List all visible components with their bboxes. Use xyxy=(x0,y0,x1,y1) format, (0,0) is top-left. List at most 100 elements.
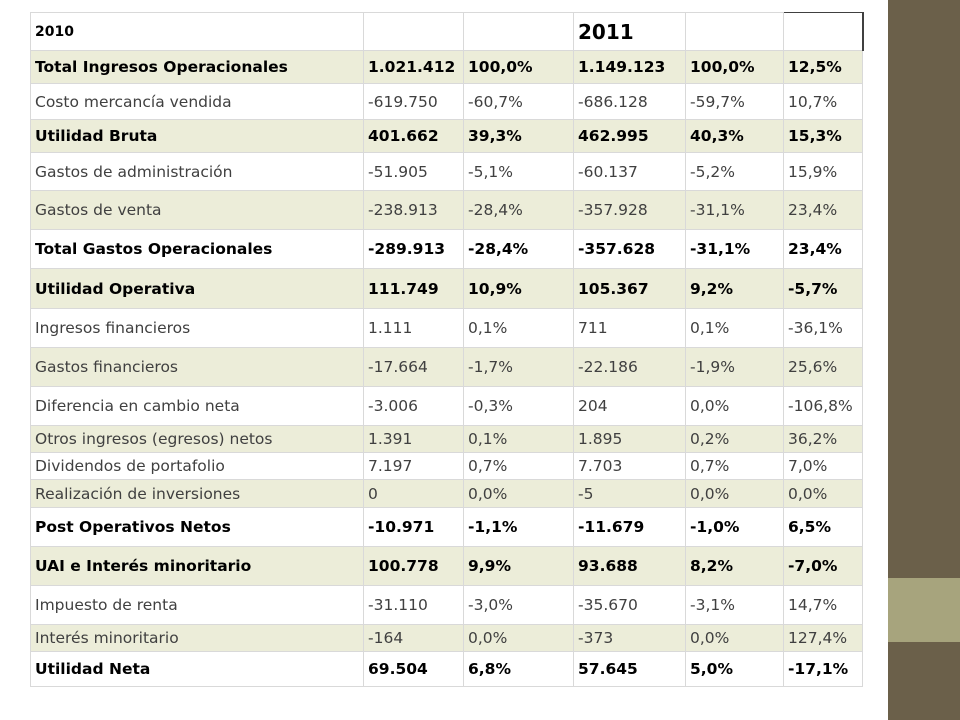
row-label-cell: Utilidad Bruta xyxy=(30,119,364,153)
percent-2011-cell: 0,0% xyxy=(685,479,784,508)
percent-2010-cell: -60,7% xyxy=(463,83,574,120)
percent-2010-cell: 6,8% xyxy=(463,651,574,687)
percent-2011-cell: -3,1% xyxy=(685,585,784,625)
value-2010-cell: -17.664 xyxy=(363,347,464,387)
value-2011-cell: 93.688 xyxy=(573,546,686,586)
variation-cell: 36,2% xyxy=(783,425,863,453)
variation-cell: 15,3% xyxy=(783,119,863,153)
value-2011-cell: 1.149.123 xyxy=(573,50,686,84)
empty-header-cell xyxy=(783,12,864,51)
value-2011-cell: 7.703 xyxy=(573,452,686,480)
variation-cell: 14,7% xyxy=(783,585,863,625)
value-2011-cell: 57.645 xyxy=(573,651,686,687)
income-statement-table: 2010 2011 Total Ingresos Operacionales 1.… xyxy=(30,12,864,687)
variation-cell: 25,6% xyxy=(783,347,863,387)
row-label-cell: Total Ingresos Operacionales xyxy=(30,50,364,84)
value-2011-cell: -357.628 xyxy=(573,229,686,269)
percent-2010-cell: -1,1% xyxy=(463,507,574,547)
value-2011-cell: 204 xyxy=(573,386,686,426)
percent-2010-cell: -28,4% xyxy=(463,190,574,230)
row-label-cell: Gastos financieros xyxy=(30,347,364,387)
table-row: Interés minoritario -164 0,0% -373 0,0% 127,4… xyxy=(30,624,863,652)
percent-2011-cell: 0,0% xyxy=(685,624,784,652)
empty-header-cell xyxy=(685,12,784,51)
row-label-cell: Ingresos financieros xyxy=(30,308,364,348)
percent-2011-cell: 8,2% xyxy=(685,546,784,586)
empty-header-cell xyxy=(463,12,574,51)
variation-cell: 6,5% xyxy=(783,507,863,547)
percent-2011-cell: -31,1% xyxy=(685,229,784,269)
value-2010-cell: -31.110 xyxy=(363,585,464,625)
table-row: Utilidad Neta 69.504 6,8% 57.645 5,0% -17,1% xyxy=(30,651,863,687)
table-row: Impuesto de renta -31.110 -3,0% -35.670 -3,1… xyxy=(30,585,863,625)
table-row: Utilidad Operativa 111.749 10,9% 105.367 9,2… xyxy=(30,268,863,309)
percent-2011-cell: 5,0% xyxy=(685,651,784,687)
value-2010-cell: 1.111 xyxy=(363,308,464,348)
value-2011-cell: 1.895 xyxy=(573,425,686,453)
variation-cell: 10,7% xyxy=(783,83,863,120)
percent-2011-cell: -5,2% xyxy=(685,152,784,191)
percent-2010-cell: 100,0% xyxy=(463,50,574,84)
variation-cell: -106,8% xyxy=(783,386,863,426)
row-label-cell: Gastos de administración xyxy=(30,152,364,191)
percent-2011-cell: 100,0% xyxy=(685,50,784,84)
percent-2011-cell: -31,1% xyxy=(685,190,784,230)
percent-2010-cell: 39,3% xyxy=(463,119,574,153)
value-2010-cell: -3.006 xyxy=(363,386,464,426)
variation-cell: 0,0% xyxy=(783,479,863,508)
row-label-cell: Costo mercancía vendida xyxy=(30,83,364,120)
value-2011-cell: 105.367 xyxy=(573,268,686,309)
variation-cell: 23,4% xyxy=(783,190,863,230)
table-row: UAI e Interés minoritario 100.778 9,9% 93.6… xyxy=(30,546,863,586)
value-2010-cell: -10.971 xyxy=(363,507,464,547)
percent-2010-cell: -5,1% xyxy=(463,152,574,191)
row-label-cell: Diferencia en cambio neta xyxy=(30,386,364,426)
row-label-cell: Utilidad Neta xyxy=(30,651,364,687)
table-row: Total Ingresos Operacionales 1.021.412 100… xyxy=(30,50,863,84)
year-2011-header: 2011 xyxy=(573,12,686,51)
header-row: 2010 2011 xyxy=(30,12,864,51)
row-label-cell: Utilidad Operativa xyxy=(30,268,364,309)
table-row: Gastos de venta -238.913 -28,4% -357.928 -31… xyxy=(30,190,863,230)
percent-2010-cell: 9,9% xyxy=(463,546,574,586)
variation-cell: 127,4% xyxy=(783,624,863,652)
value-2010-cell: 100.778 xyxy=(363,546,464,586)
table-row: Gastos financieros -17.664 -1,7% -22.186 -1,… xyxy=(30,347,863,387)
row-label-cell: Interés minoritario xyxy=(30,624,364,652)
value-2011-cell: -373 xyxy=(573,624,686,652)
row-label-cell: Post Operativos Netos xyxy=(30,507,364,547)
percent-2010-cell: 10,9% xyxy=(463,268,574,309)
year-2010-header: 2010 xyxy=(30,12,364,51)
variation-cell: -7,0% xyxy=(783,546,863,586)
percent-2011-cell: 0,2% xyxy=(685,425,784,453)
percent-2010-cell: -28,4% xyxy=(463,229,574,269)
variation-cell: 12,5% xyxy=(783,50,863,84)
percent-2011-cell: -1,0% xyxy=(685,507,784,547)
percent-2010-cell: 0,1% xyxy=(463,425,574,453)
table-row: Ingresos financieros 1.111 0,1% 711 0,1% -36,… xyxy=(30,308,863,348)
percent-2010-cell: -0,3% xyxy=(463,386,574,426)
sidebar-accent-block xyxy=(888,578,960,642)
value-2010-cell: 401.662 xyxy=(363,119,464,153)
variation-cell: 15,9% xyxy=(783,152,863,191)
table-row: Post Operativos Netos -10.971 -1,1% -11.679… xyxy=(30,507,863,547)
value-2011-cell: -60.137 xyxy=(573,152,686,191)
table-row: Gastos de administración -51.905 -5,1% -60.… xyxy=(30,152,863,191)
percent-2010-cell: 0,1% xyxy=(463,308,574,348)
table-row: Dividendos de portafolio 7.197 0,7% 7.703 0,… xyxy=(30,452,863,480)
value-2011-cell: -357.928 xyxy=(573,190,686,230)
percent-2011-cell: 40,3% xyxy=(685,119,784,153)
percent-2011-cell: 9,2% xyxy=(685,268,784,309)
value-2010-cell: 111.749 xyxy=(363,268,464,309)
value-2010-cell: 1.021.412 xyxy=(363,50,464,84)
percent-2010-cell: 0,7% xyxy=(463,452,574,480)
value-2011-cell: -5 xyxy=(573,479,686,508)
percent-2010-cell: 0,0% xyxy=(463,624,574,652)
value-2010-cell: -238.913 xyxy=(363,190,464,230)
table-row: Diferencia en cambio neta -3.006 -0,3% 204 0… xyxy=(30,386,863,426)
variation-cell: -36,1% xyxy=(783,308,863,348)
value-2011-cell: -686.128 xyxy=(573,83,686,120)
row-label-cell: Otros ingresos (egresos) netos xyxy=(30,425,364,453)
variation-cell: 7,0% xyxy=(783,452,863,480)
percent-2011-cell: 0,0% xyxy=(685,386,784,426)
